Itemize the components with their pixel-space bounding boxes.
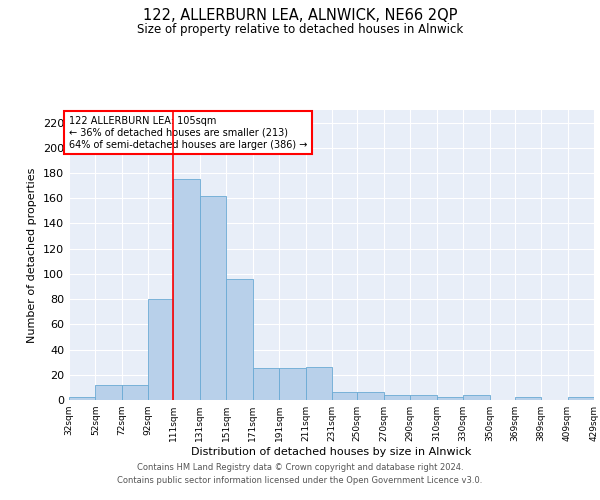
Bar	[173, 180, 200, 400]
Bar	[594, 395, 600, 400]
Y-axis label: Number of detached properties: Number of detached properties	[28, 168, 37, 342]
Bar	[306, 367, 332, 400]
Bar	[69, 398, 95, 400]
X-axis label: Distribution of detached houses by size in Alnwick: Distribution of detached houses by size …	[191, 447, 472, 457]
Text: Contains public sector information licensed under the Open Government Licence v3: Contains public sector information licen…	[118, 476, 482, 485]
Bar	[515, 398, 541, 400]
Bar	[226, 279, 253, 400]
Bar	[410, 395, 437, 400]
Bar	[463, 395, 490, 400]
Bar	[437, 398, 463, 400]
Bar	[122, 385, 148, 400]
Bar	[279, 368, 306, 400]
Bar	[357, 392, 384, 400]
Text: 122 ALLERBURN LEA: 105sqm
← 36% of detached houses are smaller (213)
64% of semi: 122 ALLERBURN LEA: 105sqm ← 36% of detac…	[69, 116, 307, 150]
Bar	[200, 196, 226, 400]
Bar	[568, 398, 594, 400]
Bar	[148, 299, 173, 400]
Bar	[332, 392, 357, 400]
Text: Size of property relative to detached houses in Alnwick: Size of property relative to detached ho…	[137, 22, 463, 36]
Bar	[384, 395, 410, 400]
Text: Contains HM Land Registry data © Crown copyright and database right 2024.: Contains HM Land Registry data © Crown c…	[137, 464, 463, 472]
Bar	[253, 368, 279, 400]
Text: 122, ALLERBURN LEA, ALNWICK, NE66 2QP: 122, ALLERBURN LEA, ALNWICK, NE66 2QP	[143, 8, 457, 22]
Bar	[95, 385, 122, 400]
